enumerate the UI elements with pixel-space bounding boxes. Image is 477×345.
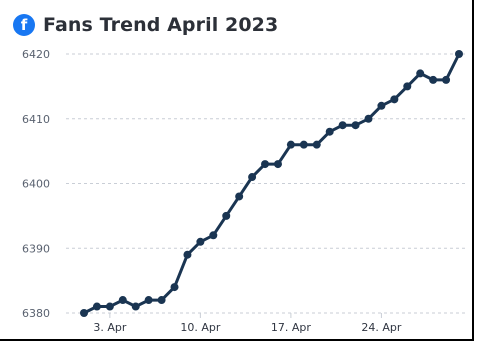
data-point[interactable] <box>299 140 308 149</box>
data-point[interactable] <box>351 121 360 130</box>
y-tick-label: 6390 <box>22 242 50 255</box>
x-tick-label: 3. Apr <box>93 321 126 334</box>
y-axis-ticks: 6380 6390 6400 6410 6420 <box>22 48 50 320</box>
data-point[interactable] <box>80 309 88 317</box>
data-point[interactable] <box>183 250 192 259</box>
chart-header: f Fans Trend April 2023 <box>13 8 278 42</box>
data-point[interactable] <box>196 237 205 246</box>
y-tick-label: 6410 <box>22 113 50 126</box>
data-point[interactable] <box>118 296 127 305</box>
y-tick-label: 6380 <box>22 307 50 320</box>
data-point[interactable] <box>416 69 425 78</box>
gridlines <box>66 53 466 314</box>
x-tick-label: 17. Apr <box>271 321 311 334</box>
data-point[interactable] <box>222 211 231 220</box>
x-axis-ticks: 3. Apr 10. Apr 17. Apr 24. Apr <box>93 313 402 334</box>
data-point[interactable] <box>286 140 295 149</box>
x-tick-label: 10. Apr <box>180 321 220 334</box>
fans-series <box>80 50 463 317</box>
data-point[interactable] <box>377 101 386 110</box>
chart-title: Fans Trend April 2023 <box>43 14 279 36</box>
data-point[interactable] <box>157 296 166 305</box>
data-point[interactable] <box>131 302 140 311</box>
data-point[interactable] <box>325 127 334 136</box>
data-point[interactable] <box>455 50 463 58</box>
data-point[interactable] <box>442 75 451 84</box>
data-point[interactable] <box>105 302 114 311</box>
data-point[interactable] <box>312 140 321 149</box>
data-point[interactable] <box>209 231 218 240</box>
x-tick-label: 24. Apr <box>361 321 401 334</box>
y-tick-label: 6400 <box>22 178 50 191</box>
data-point[interactable] <box>248 173 257 182</box>
data-point[interactable] <box>261 160 270 169</box>
data-point[interactable] <box>390 95 399 104</box>
data-point[interactable] <box>235 192 244 201</box>
data-point[interactable] <box>403 82 412 91</box>
data-point[interactable] <box>364 114 373 123</box>
data-point[interactable] <box>170 283 179 292</box>
data-point[interactable] <box>429 75 438 84</box>
data-point[interactable] <box>92 302 101 311</box>
data-point[interactable] <box>338 121 347 130</box>
facebook-icon: f <box>13 14 35 36</box>
data-point[interactable] <box>273 160 282 169</box>
data-point[interactable] <box>144 296 153 305</box>
y-tick-label: 6420 <box>22 48 50 61</box>
